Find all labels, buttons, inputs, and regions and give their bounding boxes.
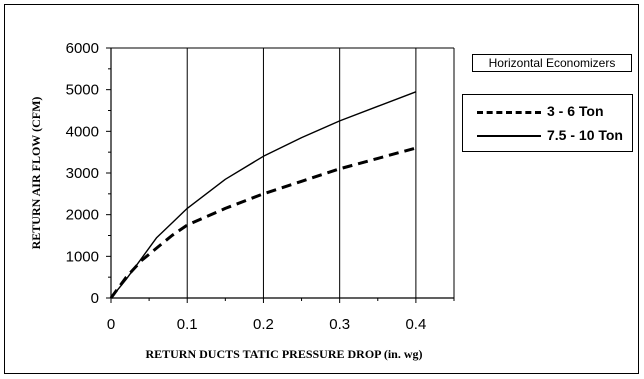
y-tick-label: 5000 — [66, 82, 99, 99]
x-tick-label: 0 — [107, 316, 115, 333]
y-tick-label: 1000 — [66, 248, 99, 265]
tick-labels: 0 1000 2000 3000 4000 5000 6000 0 0.1 0.2 0.3 0.4 — [66, 40, 427, 333]
legend-item-7-5-10-ton: 7.5 - 10 Ton — [463, 125, 632, 147]
legend-swatch-dashed — [477, 111, 541, 114]
y-axis-label: RETURN AIR FLOW (CFM) — [29, 97, 43, 250]
y-tick-label: 4000 — [66, 123, 99, 140]
series-3-6-ton-line — [109, 146, 417, 299]
x-tick-label: 0.3 — [329, 316, 350, 333]
y-tick-label: 2000 — [66, 207, 99, 224]
x-tick-label: 0.2 — [253, 316, 274, 333]
legend-label: 7.5 - 10 Ton — [547, 127, 623, 143]
y-tick-label: 0 — [91, 290, 99, 307]
axes — [106, 47, 455, 303]
y-tick-label: 6000 — [66, 40, 99, 57]
y-tick-label: 3000 — [66, 165, 99, 182]
chart-frame — [4, 4, 639, 374]
grid-lines — [110, 48, 417, 298]
x-tick-label: 0.4 — [405, 316, 426, 333]
x-tick-label: 0.1 — [177, 316, 198, 333]
series-lines — [109, 91, 417, 299]
x-axis-label: RETURN DUCTS TATIC PRESSURE DROP (in. wg… — [145, 347, 422, 361]
legend-item-3-6-ton: 3 - 6 Ton — [463, 101, 632, 123]
legend-label: 3 - 6 Ton — [547, 103, 604, 119]
series-7-5-10-ton-line — [110, 91, 417, 299]
chart-title: Horizontal Economizers — [472, 54, 632, 72]
legend: 3 - 6 Ton 7.5 - 10 Ton — [462, 94, 633, 152]
legend-swatch-solid — [477, 135, 541, 137]
